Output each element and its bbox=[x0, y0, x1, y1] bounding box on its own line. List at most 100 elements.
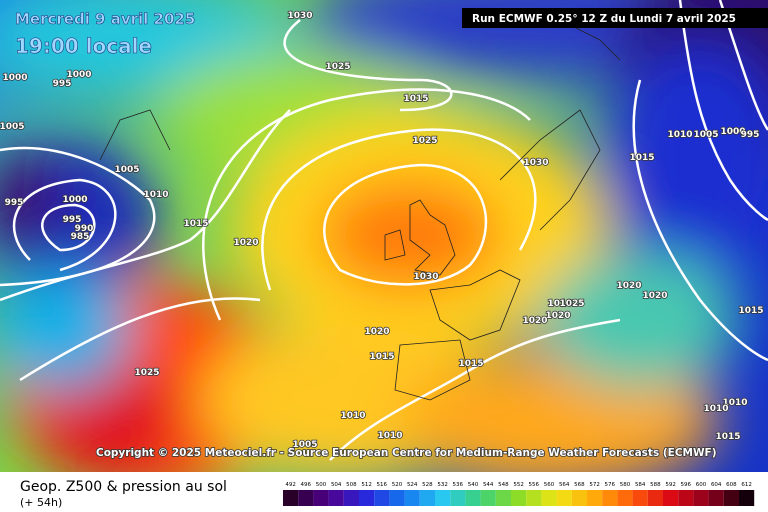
colorbar-label: 580 bbox=[620, 482, 631, 488]
isobar-label: 1010 bbox=[703, 404, 728, 414]
colorbar-swatch bbox=[571, 490, 587, 506]
colorbar-label: 572 bbox=[589, 482, 600, 488]
isobar-label: 995 bbox=[63, 215, 82, 225]
isobar-label: 1015 bbox=[738, 306, 763, 316]
isobar-label: 1025 bbox=[412, 136, 437, 146]
colorbar-label: 524 bbox=[407, 482, 418, 488]
colorbar-swatch bbox=[587, 490, 603, 506]
colorbar-swatch bbox=[465, 490, 481, 506]
colorbar-label: 492 bbox=[285, 482, 296, 488]
isobar-label: 1010 bbox=[340, 411, 365, 421]
isobar-label: 995 bbox=[5, 198, 24, 208]
colorbar-label: 588 bbox=[650, 482, 661, 488]
colorbar-swatch bbox=[313, 490, 329, 506]
run-box bbox=[462, 8, 768, 28]
colorbar-label: 584 bbox=[635, 482, 646, 488]
isobar-label: 1010 bbox=[667, 130, 692, 140]
colorbar-label: 508 bbox=[346, 482, 357, 488]
isobar-label: 1000 bbox=[62, 195, 87, 205]
colorbar-label: 612 bbox=[741, 482, 752, 488]
isobar-label: 1000 bbox=[720, 127, 745, 137]
isobar-label: 1020 bbox=[364, 327, 389, 337]
colorbar-label: 544 bbox=[483, 482, 494, 488]
colorbar-swatch bbox=[647, 490, 663, 506]
colorbar-swatch bbox=[511, 490, 527, 506]
colorbar: 492 496 500 504 508 512 516 520 524 528 532 536 540 5… bbox=[283, 482, 755, 506]
coastlines bbox=[99, 19, 621, 401]
lead-time: (+ 54h) bbox=[20, 496, 62, 509]
isobar-label: 1010 bbox=[377, 431, 402, 441]
isobar-label: 1020 bbox=[233, 238, 258, 248]
colorbar-swatch bbox=[419, 490, 435, 506]
date: Mercredi 9 avril 2025 bbox=[15, 10, 195, 28]
isobar-label: 1030 bbox=[287, 11, 312, 21]
colorbar-swatch bbox=[283, 490, 299, 506]
colorbar-swatch bbox=[617, 490, 633, 506]
colorbar-label: 520 bbox=[392, 482, 403, 488]
colorbar-label: 516 bbox=[377, 482, 388, 488]
colorbar-swatch bbox=[663, 490, 679, 506]
isobar-label: 1015 bbox=[403, 94, 428, 104]
isobar-label: 1020 bbox=[642, 291, 667, 301]
isobar-label: 1015 bbox=[369, 352, 394, 362]
colorbar-swatch bbox=[526, 490, 542, 506]
isobar-label: 1015 bbox=[629, 153, 654, 163]
isobar-label: 990 bbox=[75, 224, 94, 234]
isobar-label: 995 bbox=[741, 130, 760, 140]
isobar-label: 1030 bbox=[413, 272, 438, 282]
isobar-label: 1005 bbox=[0, 122, 25, 132]
colorbar-label: 552 bbox=[513, 482, 524, 488]
isobar-label: 1025 bbox=[134, 368, 159, 378]
isobar-label: 1000 bbox=[66, 70, 91, 80]
colorbar-label: 592 bbox=[665, 482, 676, 488]
colorbar-swatch bbox=[343, 490, 359, 506]
colorbar-swatch bbox=[359, 490, 375, 506]
colorbar-swatch bbox=[602, 490, 618, 506]
colorbar-label: 536 bbox=[453, 482, 464, 488]
run-info: Run ECMWF 0.25° 12 Z du Lundi 7 avril 20… bbox=[472, 13, 736, 25]
colorbar-swatch bbox=[693, 490, 709, 506]
colorbar-label: 564 bbox=[559, 482, 570, 488]
colorbar-swatch bbox=[374, 490, 390, 506]
colorbar-label: 540 bbox=[468, 482, 479, 488]
isobar-label: 1000 bbox=[2, 73, 27, 83]
isobar-label: 1030 bbox=[523, 158, 548, 168]
colorbar-swatch bbox=[404, 490, 420, 506]
isobar-label: 1005 bbox=[114, 165, 139, 175]
colorbar-swatch bbox=[541, 490, 557, 506]
colorbar-label: 604 bbox=[711, 482, 722, 488]
colorbar-swatch bbox=[678, 490, 694, 506]
colorbar-label: 512 bbox=[361, 482, 372, 488]
colorbar-label: 532 bbox=[437, 482, 448, 488]
colorbar-swatch bbox=[480, 490, 496, 506]
isobar-label: 1025 bbox=[325, 62, 350, 72]
footer-title: Geop. Z500 & pression au sol bbox=[20, 479, 227, 495]
colorbar-label: 608 bbox=[726, 482, 737, 488]
colorbar-label: 596 bbox=[681, 482, 692, 488]
colorbar-swatch bbox=[389, 490, 405, 506]
isobar-label: 1005 bbox=[693, 130, 718, 140]
colorbar-label: 560 bbox=[544, 482, 555, 488]
isobar-label: 1025 bbox=[559, 299, 584, 309]
isobar-label: 1015 bbox=[715, 432, 740, 442]
isobar-label: 1010 bbox=[143, 190, 168, 200]
colorbar-label: 556 bbox=[529, 482, 540, 488]
colorbar-label: 600 bbox=[696, 482, 707, 488]
isobar-label: 1015 bbox=[458, 359, 483, 369]
colorbar-swatch bbox=[495, 490, 511, 506]
colorbar-swatch bbox=[739, 490, 755, 506]
isobar-label: 1005 bbox=[292, 440, 317, 450]
colorbar-label: 504 bbox=[331, 482, 342, 488]
colorbar-label: 496 bbox=[301, 482, 312, 488]
colorbar-swatch bbox=[450, 490, 466, 506]
isobar-label: 1020 bbox=[522, 316, 547, 326]
colorbar-swatch bbox=[435, 490, 451, 506]
isobar-label: 1015 bbox=[183, 219, 208, 229]
colorbar-swatch bbox=[632, 490, 648, 506]
isobar-label: 995 bbox=[53, 79, 72, 89]
colorbar-label: 528 bbox=[422, 482, 433, 488]
colorbar-swatch bbox=[556, 490, 572, 506]
isobar-label: 1020 bbox=[545, 311, 570, 321]
